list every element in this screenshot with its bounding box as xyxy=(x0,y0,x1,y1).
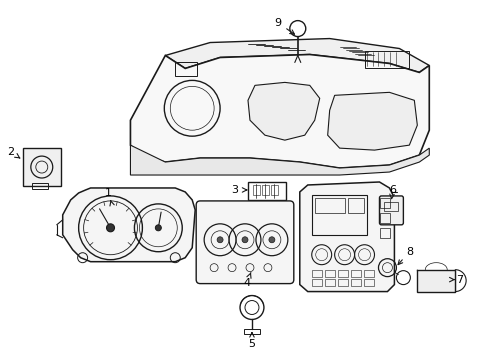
Bar xyxy=(380,228,389,238)
Bar xyxy=(363,279,373,285)
Bar xyxy=(380,213,389,223)
Bar xyxy=(363,270,373,276)
Bar xyxy=(314,198,344,213)
Circle shape xyxy=(242,237,247,243)
Bar xyxy=(364,50,408,68)
Text: 9: 9 xyxy=(274,18,281,28)
Bar xyxy=(244,329,260,334)
Bar xyxy=(32,183,48,189)
Polygon shape xyxy=(62,188,195,262)
Text: 6: 6 xyxy=(388,185,395,195)
Bar xyxy=(262,185,268,195)
Text: 4: 4 xyxy=(243,278,250,288)
Bar xyxy=(350,279,360,285)
Text: 7: 7 xyxy=(455,275,462,285)
Bar xyxy=(247,182,285,200)
Circle shape xyxy=(155,225,161,231)
Bar xyxy=(175,62,197,76)
Bar xyxy=(350,270,360,276)
Bar xyxy=(337,279,347,285)
Circle shape xyxy=(106,224,114,232)
Bar xyxy=(416,270,454,292)
Polygon shape xyxy=(299,182,394,292)
Bar xyxy=(337,270,347,276)
Text: 8: 8 xyxy=(405,247,412,257)
Bar xyxy=(380,198,389,208)
Bar xyxy=(23,148,61,186)
Bar xyxy=(311,195,366,235)
Circle shape xyxy=(268,237,274,243)
FancyBboxPatch shape xyxy=(379,196,403,225)
Bar xyxy=(384,202,398,211)
Bar xyxy=(311,279,321,285)
Polygon shape xyxy=(130,145,428,175)
Circle shape xyxy=(217,237,223,243)
Polygon shape xyxy=(165,39,428,72)
Text: 2: 2 xyxy=(7,147,15,157)
Bar xyxy=(347,198,363,213)
Polygon shape xyxy=(327,92,416,150)
Bar xyxy=(324,279,334,285)
Polygon shape xyxy=(247,82,319,140)
FancyBboxPatch shape xyxy=(196,201,293,284)
Text: 3: 3 xyxy=(231,185,238,195)
Bar xyxy=(252,185,260,195)
Bar xyxy=(324,270,334,276)
Text: 1: 1 xyxy=(105,188,112,198)
Bar xyxy=(311,270,321,276)
Text: 5: 5 xyxy=(248,339,255,349)
Polygon shape xyxy=(130,54,428,168)
Bar xyxy=(270,185,277,195)
